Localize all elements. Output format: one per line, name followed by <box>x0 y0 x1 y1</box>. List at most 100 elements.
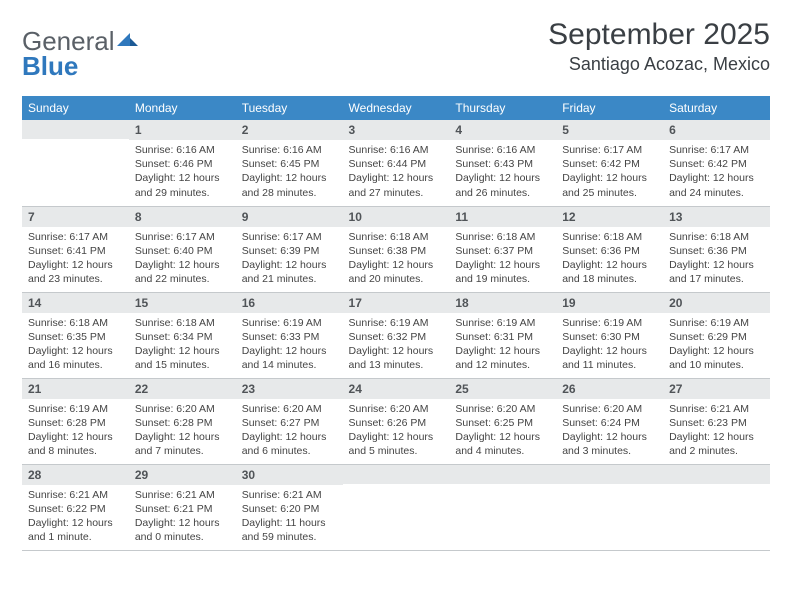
sunset-text: Sunset: 6:36 PM <box>669 244 764 258</box>
calendar-day-cell: 17Sunrise: 6:19 AMSunset: 6:32 PMDayligh… <box>343 292 450 378</box>
daylight-text: Daylight: 12 hours and 23 minutes. <box>28 258 123 286</box>
sunrise-text: Sunrise: 6:18 AM <box>562 230 657 244</box>
day-content: Sunrise: 6:19 AMSunset: 6:31 PMDaylight:… <box>449 313 556 377</box>
day-number: 27 <box>663 379 770 399</box>
day-number: 10 <box>343 207 450 227</box>
day-number <box>449 465 556 484</box>
day-content: Sunrise: 6:21 AMSunset: 6:23 PMDaylight:… <box>663 399 770 463</box>
sunset-text: Sunset: 6:42 PM <box>562 157 657 171</box>
calendar-day-cell <box>556 464 663 550</box>
weekday-header: Wednesday <box>343 96 450 120</box>
daylight-text: Daylight: 12 hours and 8 minutes. <box>28 430 123 458</box>
sunset-text: Sunset: 6:40 PM <box>135 244 230 258</box>
day-content: Sunrise: 6:19 AMSunset: 6:29 PMDaylight:… <box>663 313 770 377</box>
calendar-day-cell: 25Sunrise: 6:20 AMSunset: 6:25 PMDayligh… <box>449 378 556 464</box>
day-content: Sunrise: 6:16 AMSunset: 6:44 PMDaylight:… <box>343 140 450 204</box>
weekday-header: Monday <box>129 96 236 120</box>
day-number: 1 <box>129 120 236 140</box>
calendar-day-cell: 22Sunrise: 6:20 AMSunset: 6:28 PMDayligh… <box>129 378 236 464</box>
day-content: Sunrise: 6:18 AMSunset: 6:37 PMDaylight:… <box>449 227 556 291</box>
daylight-text: Daylight: 12 hours and 19 minutes. <box>455 258 550 286</box>
sunset-text: Sunset: 6:44 PM <box>349 157 444 171</box>
calendar-day-cell: 5Sunrise: 6:17 AMSunset: 6:42 PMDaylight… <box>556 120 663 206</box>
day-content: Sunrise: 6:19 AMSunset: 6:28 PMDaylight:… <box>22 399 129 463</box>
daylight-text: Daylight: 12 hours and 29 minutes. <box>135 171 230 199</box>
daylight-text: Daylight: 12 hours and 24 minutes. <box>669 171 764 199</box>
sunset-text: Sunset: 6:23 PM <box>669 416 764 430</box>
sunrise-text: Sunrise: 6:20 AM <box>242 402 337 416</box>
sunset-text: Sunset: 6:27 PM <box>242 416 337 430</box>
daylight-text: Daylight: 12 hours and 25 minutes. <box>562 171 657 199</box>
daylight-text: Daylight: 12 hours and 4 minutes. <box>455 430 550 458</box>
day-content: Sunrise: 6:21 AMSunset: 6:22 PMDaylight:… <box>22 485 129 549</box>
calendar-week-row: 21Sunrise: 6:19 AMSunset: 6:28 PMDayligh… <box>22 378 770 464</box>
day-number: 13 <box>663 207 770 227</box>
day-number: 24 <box>343 379 450 399</box>
daylight-text: Daylight: 12 hours and 13 minutes. <box>349 344 444 372</box>
sunrise-text: Sunrise: 6:18 AM <box>455 230 550 244</box>
day-content: Sunrise: 6:21 AMSunset: 6:20 PMDaylight:… <box>236 485 343 549</box>
day-content: Sunrise: 6:20 AMSunset: 6:24 PMDaylight:… <box>556 399 663 463</box>
calendar-day-cell: 16Sunrise: 6:19 AMSunset: 6:33 PMDayligh… <box>236 292 343 378</box>
daylight-text: Daylight: 12 hours and 10 minutes. <box>669 344 764 372</box>
day-number: 12 <box>556 207 663 227</box>
sunrise-text: Sunrise: 6:21 AM <box>28 488 123 502</box>
sunrise-text: Sunrise: 6:16 AM <box>455 143 550 157</box>
sunset-text: Sunset: 6:21 PM <box>135 502 230 516</box>
weekday-header: Friday <box>556 96 663 120</box>
calendar-day-cell: 28Sunrise: 6:21 AMSunset: 6:22 PMDayligh… <box>22 464 129 550</box>
day-number: 29 <box>129 465 236 485</box>
sunrise-text: Sunrise: 6:21 AM <box>669 402 764 416</box>
calendar-week-row: 7Sunrise: 6:17 AMSunset: 6:41 PMDaylight… <box>22 206 770 292</box>
daylight-text: Daylight: 12 hours and 1 minute. <box>28 516 123 544</box>
day-number: 22 <box>129 379 236 399</box>
day-content: Sunrise: 6:20 AMSunset: 6:28 PMDaylight:… <box>129 399 236 463</box>
sunrise-text: Sunrise: 6:19 AM <box>349 316 444 330</box>
day-content: Sunrise: 6:16 AMSunset: 6:45 PMDaylight:… <box>236 140 343 204</box>
sunset-text: Sunset: 6:22 PM <box>28 502 123 516</box>
sunrise-text: Sunrise: 6:18 AM <box>28 316 123 330</box>
day-content: Sunrise: 6:18 AMSunset: 6:38 PMDaylight:… <box>343 227 450 291</box>
calendar-day-cell: 18Sunrise: 6:19 AMSunset: 6:31 PMDayligh… <box>449 292 556 378</box>
daylight-text: Daylight: 12 hours and 18 minutes. <box>562 258 657 286</box>
logo-triangle-icon <box>117 24 139 55</box>
day-content: Sunrise: 6:17 AMSunset: 6:42 PMDaylight:… <box>556 140 663 204</box>
sunrise-text: Sunrise: 6:18 AM <box>349 230 444 244</box>
sunset-text: Sunset: 6:39 PM <box>242 244 337 258</box>
day-number: 16 <box>236 293 343 313</box>
calendar-day-cell: 14Sunrise: 6:18 AMSunset: 6:35 PMDayligh… <box>22 292 129 378</box>
calendar-day-cell: 21Sunrise: 6:19 AMSunset: 6:28 PMDayligh… <box>22 378 129 464</box>
daylight-text: Daylight: 12 hours and 15 minutes. <box>135 344 230 372</box>
daylight-text: Daylight: 12 hours and 12 minutes. <box>455 344 550 372</box>
day-content: Sunrise: 6:16 AMSunset: 6:46 PMDaylight:… <box>129 140 236 204</box>
calendar-day-cell: 19Sunrise: 6:19 AMSunset: 6:30 PMDayligh… <box>556 292 663 378</box>
sunrise-text: Sunrise: 6:19 AM <box>455 316 550 330</box>
calendar-day-cell: 30Sunrise: 6:21 AMSunset: 6:20 PMDayligh… <box>236 464 343 550</box>
sunset-text: Sunset: 6:38 PM <box>349 244 444 258</box>
day-content: Sunrise: 6:18 AMSunset: 6:36 PMDaylight:… <box>556 227 663 291</box>
weekday-header: Sunday <box>22 96 129 120</box>
sunrise-text: Sunrise: 6:19 AM <box>562 316 657 330</box>
sunset-text: Sunset: 6:42 PM <box>669 157 764 171</box>
sunset-text: Sunset: 6:24 PM <box>562 416 657 430</box>
calendar-table: Sunday Monday Tuesday Wednesday Thursday… <box>22 96 770 551</box>
day-number: 15 <box>129 293 236 313</box>
sunset-text: Sunset: 6:37 PM <box>455 244 550 258</box>
day-content: Sunrise: 6:19 AMSunset: 6:30 PMDaylight:… <box>556 313 663 377</box>
weekday-header-row: Sunday Monday Tuesday Wednesday Thursday… <box>22 96 770 120</box>
calendar-day-cell: 1Sunrise: 6:16 AMSunset: 6:46 PMDaylight… <box>129 120 236 206</box>
day-number: 18 <box>449 293 556 313</box>
calendar-day-cell: 9Sunrise: 6:17 AMSunset: 6:39 PMDaylight… <box>236 206 343 292</box>
daylight-text: Daylight: 12 hours and 11 minutes. <box>562 344 657 372</box>
daylight-text: Daylight: 12 hours and 17 minutes. <box>669 258 764 286</box>
calendar-day-cell: 4Sunrise: 6:16 AMSunset: 6:43 PMDaylight… <box>449 120 556 206</box>
daylight-text: Daylight: 12 hours and 0 minutes. <box>135 516 230 544</box>
calendar-day-cell <box>343 464 450 550</box>
calendar-day-cell: 23Sunrise: 6:20 AMSunset: 6:27 PMDayligh… <box>236 378 343 464</box>
day-number: 2 <box>236 120 343 140</box>
sunrise-text: Sunrise: 6:21 AM <box>135 488 230 502</box>
calendar-day-cell: 11Sunrise: 6:18 AMSunset: 6:37 PMDayligh… <box>449 206 556 292</box>
day-content: Sunrise: 6:20 AMSunset: 6:25 PMDaylight:… <box>449 399 556 463</box>
sunset-text: Sunset: 6:32 PM <box>349 330 444 344</box>
sunset-text: Sunset: 6:25 PM <box>455 416 550 430</box>
